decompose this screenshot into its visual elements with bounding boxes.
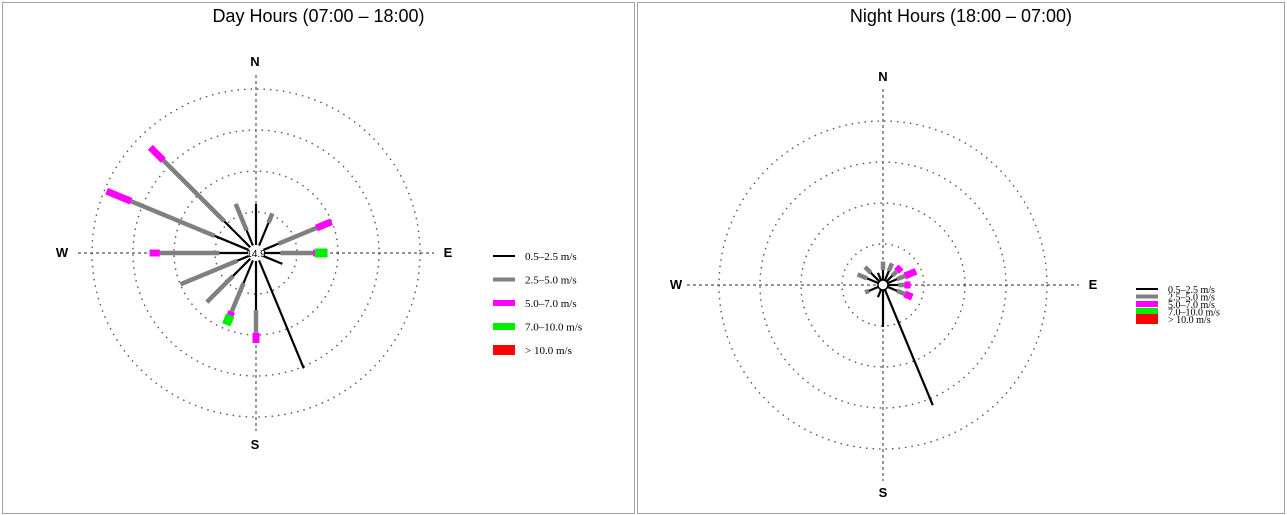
petal-337.5-bin-1 xyxy=(876,272,883,281)
night-center xyxy=(877,279,889,291)
petal-67.5-bin-2 xyxy=(277,225,318,246)
day-east-label: E xyxy=(444,245,453,260)
petal-337.5-bin-1 xyxy=(245,230,254,247)
petal-22.5-bin-2 xyxy=(266,212,275,224)
petal-67.5-bin-1 xyxy=(262,242,279,251)
legend-label-3: 5.0–7.0 m/s xyxy=(1168,300,1215,311)
petal-67.5-bin-1 xyxy=(887,278,898,285)
petal-315-bin-2 xyxy=(161,158,226,223)
petal-157.5-bin-1 xyxy=(883,289,934,406)
night-north-label: N xyxy=(878,69,887,84)
legend-label-1: 0.5–2.5 m/s xyxy=(1168,285,1215,296)
petal-247.5-bin-2 xyxy=(179,258,239,287)
legend-label-2: 2.5–5.0 m/s xyxy=(1168,293,1215,304)
night-wind-rose: N S E W 0.5–2.5 m/s2.5–5.0 m/s5.0–7.0 m/… xyxy=(670,69,1220,500)
legend-label-1: 0.5–2.5 m/s xyxy=(525,251,577,263)
night-petals xyxy=(856,261,934,406)
petal-337.5-bin-2 xyxy=(233,203,249,232)
day-chart-title: Day Hours (07:00 – 18:00) xyxy=(212,6,425,26)
petal-315-bin-2 xyxy=(863,265,873,275)
petal-45-bin-1 xyxy=(885,274,894,283)
petal-112.5-bin-2 xyxy=(896,288,906,297)
petal-202.5-bin-4 xyxy=(222,313,235,327)
day-west-label: W xyxy=(56,245,69,260)
night-east-label: E xyxy=(1089,277,1098,292)
petal-67.5-bin-3 xyxy=(315,218,333,232)
petal-22.5-bin-1 xyxy=(258,222,270,247)
petal-225-bin-1 xyxy=(232,257,252,277)
petal-22.5-bin-2 xyxy=(886,262,895,272)
petal-315-bin-1 xyxy=(223,220,252,249)
petal-22.5-bin-1 xyxy=(883,270,890,281)
day-south-label: S xyxy=(251,437,260,452)
petal-292.5-bin-2 xyxy=(130,199,216,238)
legend-label-3: 5.0–7.0 m/s xyxy=(525,298,577,310)
petal-112.5-bin-3 xyxy=(903,290,914,301)
night-legend: 0.5–2.5 m/s2.5–5.0 m/s5.0–7.0 m/s7.0–10.… xyxy=(1136,285,1220,326)
night-chart-title: Night Hours (18:00 – 07:00) xyxy=(849,6,1073,26)
petal-157.5-bin-1 xyxy=(258,259,305,369)
petal-67.5-bin-3 xyxy=(903,268,918,280)
petal-202.5-bin-1 xyxy=(242,259,254,284)
night-grid xyxy=(687,89,1079,481)
night-west-label: W xyxy=(670,277,683,292)
day-wind-rose: N S E W 14.9 0.5–2.5 m/s 2.5–5.0 m/s 5.0–7… xyxy=(56,54,582,452)
petal-292.5-bin-2 xyxy=(856,272,868,281)
day-north-label: N xyxy=(250,54,259,69)
petal-292.5-bin-3 xyxy=(105,187,133,205)
petal-202.5-bin-2 xyxy=(229,282,246,313)
petal-45-bin-3 xyxy=(894,264,904,274)
petal-292.5-bin-1 xyxy=(214,234,250,251)
legend-label-5: > 10.0 m/s xyxy=(525,345,572,357)
petal-315-bin-1 xyxy=(869,271,881,283)
petal-247.5-bin-1 xyxy=(868,285,879,292)
day-hours-panel: Day Hours (07:00 – 18:00) N S E W 14.9 0… xyxy=(2,2,635,514)
petal-315-bin-3 xyxy=(147,144,166,163)
petal-67.5-bin-2 xyxy=(896,273,906,282)
night-south-label: S xyxy=(879,485,888,500)
petal-202.5-bin-3 xyxy=(226,310,235,317)
legend-label-5: > 10.0 m/s xyxy=(1168,315,1211,326)
petal-45-bin-2 xyxy=(890,269,899,278)
night-center-circle xyxy=(877,279,889,291)
legend-label-2: 2.5–5.0 m/s xyxy=(525,275,577,287)
petal-112.5-bin-1 xyxy=(887,285,898,292)
day-center-circle xyxy=(248,245,264,261)
day-center: 14.9 xyxy=(246,245,266,261)
petal-202.5-bin-1 xyxy=(876,289,883,298)
day-legend: 0.5–2.5 m/s 2.5–5.0 m/s 5.0–7.0 m/s 7.0–10.… xyxy=(493,251,582,357)
day-center-label: 14.9 xyxy=(246,249,266,260)
day-petals xyxy=(105,144,333,369)
petal-112.5-bin-1 xyxy=(262,255,283,265)
legend-label-4: 7.0–10.0 m/s xyxy=(1168,308,1220,319)
petal-225-bin-2 xyxy=(205,274,235,304)
night-hours-panel: Night Hours (18:00 – 07:00) N S E W 0.5–… xyxy=(637,2,1285,514)
legend-label-4: 7.0–10.0 m/s xyxy=(525,322,582,334)
petal-247.5-bin-2 xyxy=(864,288,870,295)
petal-247.5-bin-1 xyxy=(236,255,250,262)
petal-292.5-bin-1 xyxy=(866,277,879,285)
